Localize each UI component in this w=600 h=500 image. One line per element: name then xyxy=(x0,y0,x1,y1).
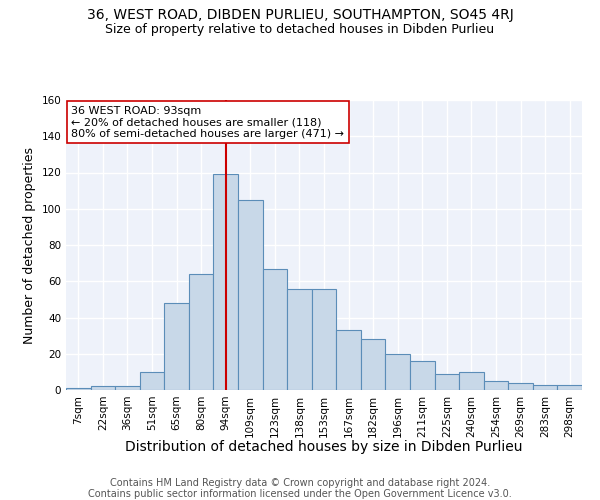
Bar xyxy=(557,384,582,390)
Bar xyxy=(263,268,287,390)
Bar xyxy=(115,386,140,390)
Text: Distribution of detached houses by size in Dibden Purlieu: Distribution of detached houses by size … xyxy=(125,440,523,454)
Bar xyxy=(385,354,410,390)
Bar xyxy=(361,339,385,390)
Bar xyxy=(189,274,214,390)
Bar xyxy=(336,330,361,390)
Bar xyxy=(66,388,91,390)
Bar xyxy=(91,386,115,390)
Text: Contains public sector information licensed under the Open Government Licence v3: Contains public sector information licen… xyxy=(88,489,512,499)
Bar xyxy=(238,200,263,390)
Bar xyxy=(287,288,312,390)
Bar xyxy=(434,374,459,390)
Text: Size of property relative to detached houses in Dibden Purlieu: Size of property relative to detached ho… xyxy=(106,22,494,36)
Bar xyxy=(164,303,189,390)
Y-axis label: Number of detached properties: Number of detached properties xyxy=(23,146,36,344)
Bar xyxy=(508,383,533,390)
Text: 36, WEST ROAD, DIBDEN PURLIEU, SOUTHAMPTON, SO45 4RJ: 36, WEST ROAD, DIBDEN PURLIEU, SOUTHAMPT… xyxy=(86,8,514,22)
Text: 36 WEST ROAD: 93sqm
← 20% of detached houses are smaller (118)
80% of semi-detac: 36 WEST ROAD: 93sqm ← 20% of detached ho… xyxy=(71,106,344,139)
Bar xyxy=(140,372,164,390)
Bar xyxy=(410,361,434,390)
Bar xyxy=(484,381,508,390)
Bar xyxy=(459,372,484,390)
Bar xyxy=(533,384,557,390)
Bar xyxy=(214,174,238,390)
Text: Contains HM Land Registry data © Crown copyright and database right 2024.: Contains HM Land Registry data © Crown c… xyxy=(110,478,490,488)
Bar xyxy=(312,288,336,390)
